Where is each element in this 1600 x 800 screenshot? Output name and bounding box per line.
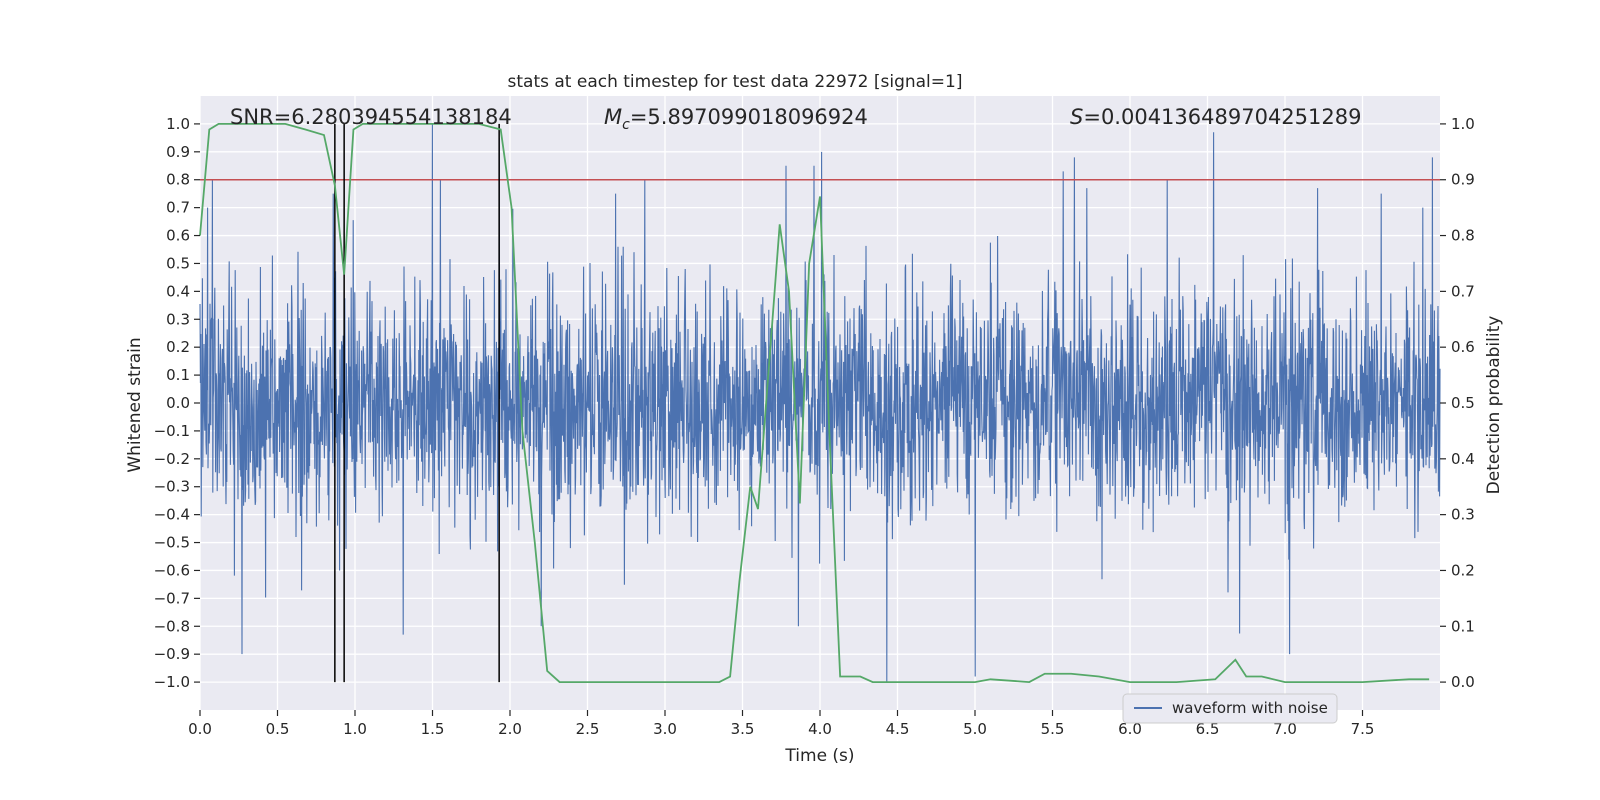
x-tick-label: 6.5 [1196,720,1220,738]
vertical-lines-group [334,123,500,683]
y-tick-label-left: −0.4 [154,506,190,524]
y-tick-label-right: 0.3 [1451,506,1475,524]
s-value: =0.004136489704251289 [1083,105,1361,129]
x-tick-label: 7.5 [1351,720,1375,738]
y-tick-label-right: 0.9 [1451,171,1475,189]
probability-line [199,123,1430,684]
y-tick-label-left: 0.2 [166,338,190,356]
y-tick-label-right: 0.6 [1451,338,1475,356]
x-tick-label: 4.5 [886,720,910,738]
y-tick-label-right: 0.0 [1451,673,1475,691]
y-tick-label-right: 0.7 [1451,282,1475,300]
y-tick-label-left: 0.8 [166,171,190,189]
x-tick-label: 5.5 [1041,720,1065,738]
waveform-line [199,123,1441,683]
ticks-group: 0.0 0.5 1.0 1.5 2.0 2.5 3.0 3.5 4.0 4.5 5.0 5.5 6.0 6… [154,115,1475,738]
y-tick-label-left: −0.7 [154,589,190,607]
y-tick-label-left: −1.0 [154,673,190,691]
y-axis-label-right: Detection probability [1484,316,1504,495]
y-tick-label-right: 0.8 [1451,227,1475,245]
y-axis-label-left: Whitened strain [125,337,145,472]
y-tick-label-right: 0.5 [1451,394,1475,412]
y-tick-label-left: −0.6 [154,561,190,579]
legend-box [1122,693,1338,724]
x-axis-label: Time (s) [784,746,854,766]
x-tick-label: 0.5 [266,720,290,738]
legend: waveform with noise [1122,693,1338,724]
s-symbol: S [1070,105,1083,129]
y-tick-label-left: 0.0 [166,394,190,412]
x-tick-label: 3.5 [731,720,755,738]
y-tick-label-left: −0.3 [154,478,190,496]
chirp-mass-value: =5.897099018096924 [630,105,868,129]
x-tick-label: 3.0 [653,720,677,738]
y-tick-label-right: 0.2 [1451,561,1475,579]
y-tick-label-left: −0.1 [154,422,190,440]
x-tick-label: 6.0 [1118,720,1142,738]
x-tick-label: 5.0 [963,720,987,738]
y-tick-label-left: −0.2 [154,450,190,468]
y-tick-label-left: −0.9 [154,645,190,663]
y-tick-label-left: 0.4 [166,282,190,300]
y-tick-label-left: −0.5 [154,534,190,552]
chirp-mass-annotation: Mc=5.897099018096924 [604,105,868,133]
y-tick-label-left: 0.5 [166,254,190,272]
y-tick-label-right: 1.0 [1451,115,1475,133]
x-tick-label: 1.5 [421,720,445,738]
y-tick-label-left: 0.6 [166,227,190,245]
y-tick-label-left: 1.0 [166,115,190,133]
y-tick-label-left: 0.9 [166,143,190,161]
probability-series-group [199,123,1430,684]
y-tick-label-left: 0.7 [166,199,190,217]
x-tick-label: 1.0 [343,720,367,738]
s-annotation: S=0.004136489704251289 [1070,105,1361,129]
x-tick-label: 4.0 [808,720,832,738]
chirp-mass-symbol: M [604,105,622,129]
x-tick-label: 2.0 [498,720,522,738]
snr-annotation: SNR=6.280394554138184 [230,105,512,129]
chirp-mass-subscript: c [622,117,630,133]
y-tick-label-left: 0.3 [166,310,190,328]
y-tick-label-left: −0.8 [154,617,190,635]
chart-title: stats at each timestep for test data 229… [508,72,963,92]
y-tick-label-left: 0.1 [166,366,190,384]
legend-label: waveform with noise [1172,699,1328,717]
x-tick-label: 2.5 [576,720,600,738]
waveform-series [199,123,1441,683]
x-tick-label: 7.0 [1273,720,1297,738]
y-tick-label-right: 0.1 [1451,617,1475,635]
y-tick-label-right: 0.4 [1451,450,1475,468]
x-tick-label: 0.0 [188,720,212,738]
